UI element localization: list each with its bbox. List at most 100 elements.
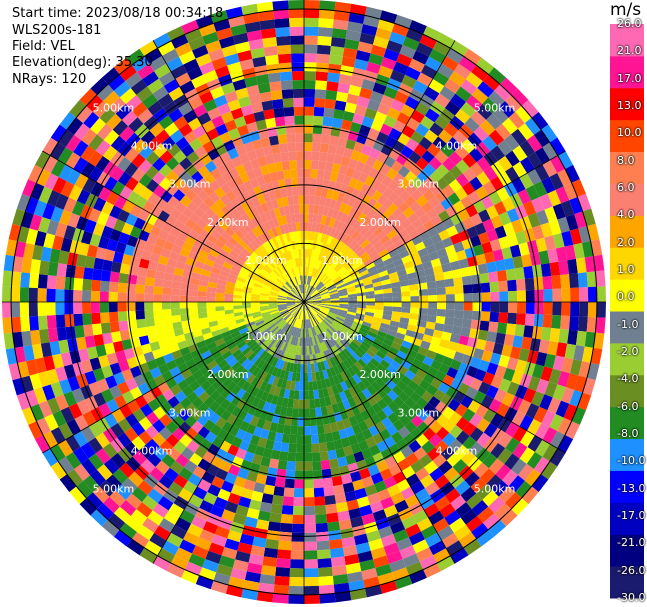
radar-gate [465,515,483,532]
radar-gate [155,197,168,211]
radar-gate [277,276,286,285]
radar-gate [226,212,237,223]
radar-gate [270,503,283,515]
radar-gate [125,413,139,428]
radar-gate [335,145,346,157]
radar-gate [42,155,58,173]
radar-gate [340,371,349,382]
radar-gate [255,214,264,226]
radar-gate [160,345,172,357]
radar-gate [482,513,501,530]
radar-gate [462,181,476,196]
radar-gate [16,193,31,212]
radar-gate [215,175,227,188]
radar-gate [277,134,288,145]
radar-gate [411,235,423,246]
radar-gate [351,169,362,181]
radar-gate [34,151,51,169]
radar-gate [188,289,198,297]
radar-gate [198,567,217,581]
radar-gate [357,201,367,213]
radar-gate [569,389,583,408]
radar-gate [517,123,534,141]
radar-gate [316,62,330,73]
radar-gate [204,207,217,219]
radar-gate [46,219,60,236]
radar-gate [333,439,344,450]
radar-gate [147,260,159,271]
radar-gate [138,416,153,431]
radar-gate [157,229,170,241]
radar-gate [310,307,318,314]
radar-gate [206,296,216,302]
radar-gate [267,521,281,532]
radar-gate [334,200,343,211]
radar-gate [398,201,410,213]
radar-gate [386,266,397,275]
radar-gate [486,331,498,343]
radar-gate [317,313,325,320]
radar-gate [301,337,304,347]
radar-gate [137,382,151,396]
radar-gate [220,194,231,206]
radar-gate [382,283,392,290]
radar-gate [392,306,402,313]
radar-gate [301,310,304,320]
radar-gate [307,285,312,294]
radar-gate [216,342,228,351]
radar-gate [561,302,571,316]
radar-gate [331,162,341,174]
radar-gate [191,324,202,332]
radar-gate [396,212,408,224]
radar-gate [422,163,436,177]
radar-gate [461,354,473,366]
radar-gate [364,107,378,120]
radar-gate [322,319,331,328]
radar-gate [282,233,288,243]
radar-gate [225,316,236,323]
radar-gate [174,390,187,403]
radar-gate [165,170,179,184]
radar-gate [342,175,352,186]
radar-gate [202,140,216,154]
radar-gate [211,115,225,128]
radar-gate [344,102,357,114]
radar-gate [84,219,97,234]
radar-gate [289,278,296,288]
radar-gate [160,190,173,203]
radar-gate [251,290,261,296]
radar-gate [267,365,276,376]
colorbar-label: 13.0 [617,99,642,112]
radar-gate [136,502,153,518]
radar-gate [96,464,113,481]
radar-gate [362,205,372,216]
radar-gate [403,334,414,344]
radar-gate [316,260,323,270]
radar-gate [87,150,103,167]
radar-gate [118,320,129,332]
radar-gate [251,396,261,408]
radar-gate [383,369,394,380]
radar-gate [58,422,74,440]
radar-gate [304,299,313,302]
radar-gate [309,186,317,196]
radar-gate [100,270,111,282]
radar-gate [343,320,353,327]
radar-gate [359,32,376,45]
radar-gate [244,260,254,269]
radar-gate [71,200,85,217]
radar-gate [140,403,154,417]
radar-gate [262,36,278,48]
radar-gate [304,293,306,302]
radar-gate [372,555,390,568]
radar-gate [290,249,295,260]
radar-gate [321,296,331,300]
radar-gate [342,545,358,557]
radar-gate [50,206,64,223]
radar-gate [498,354,510,368]
radar-gate [268,306,278,310]
radar-gate [373,354,384,364]
radar-gate [338,268,348,276]
radar-gate [320,321,328,330]
radar-gate [353,58,369,71]
